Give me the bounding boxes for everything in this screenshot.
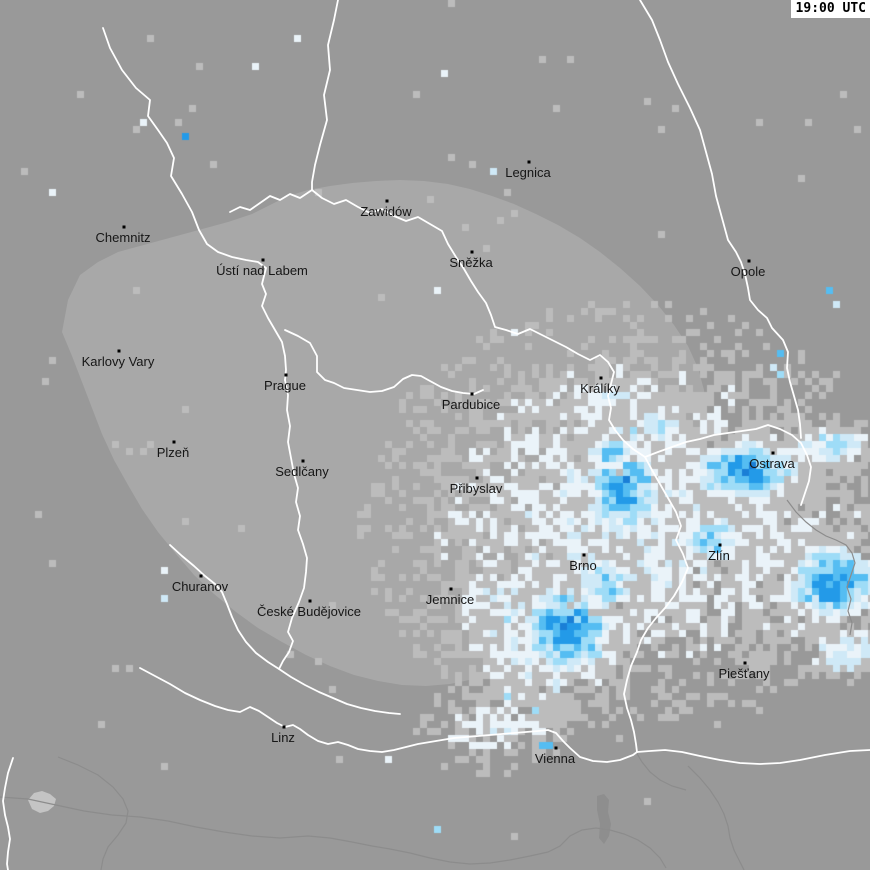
city-dot-piestany — [743, 661, 747, 665]
city-dot-jemnice — [449, 587, 453, 591]
city-dot-plzen — [172, 440, 176, 444]
city-label-zlin: Zlín — [708, 548, 730, 563]
city-dot-linz — [282, 725, 286, 729]
city-dot-sedlcany — [301, 459, 305, 463]
city-label-ceske-budejovice: České Budějovice — [256, 604, 362, 619]
city-dot-usti-nad-labem — [261, 258, 265, 262]
city-label-snezka: Sněžka — [449, 255, 493, 270]
city-dot-ceske-budejovice — [308, 599, 312, 603]
city-dot-legnica — [527, 160, 531, 164]
city-dot-zlin — [718, 543, 722, 547]
city-label-usti-nad-labem: Ústí nad Labem — [216, 263, 308, 278]
city-dot-zawidow — [385, 199, 389, 203]
city-dot-snezka — [470, 250, 474, 254]
city-dot-ostrava — [771, 451, 775, 455]
city-dot-brno — [582, 553, 586, 557]
city-label-pribyslav: Přibyslav — [449, 481, 503, 496]
city-dot-vienna — [554, 746, 558, 750]
city-label-pardubice: Pardubice — [441, 397, 501, 412]
city-label-zawidow: Zawidów — [360, 204, 412, 219]
timestamp-badge: 19:00 UTC — [790, 0, 870, 18]
city-dot-churanov — [199, 574, 203, 578]
city-label-vienna: Vienna — [534, 751, 576, 766]
city-label-piestany: Piešťany — [718, 666, 770, 681]
city-label-karlovy-vary: Karlovy Vary — [81, 354, 155, 369]
city-label-chemnitz: Chemnitz — [95, 230, 151, 245]
city-label-churanov: Churanov — [171, 579, 229, 594]
city-label-brno: Brno — [569, 558, 597, 573]
city-dot-kraliky — [599, 376, 603, 380]
city-label-linz: Linz — [271, 730, 295, 745]
city-dot-karlovy-vary — [117, 349, 121, 353]
city-dot-chemnitz — [122, 225, 126, 229]
city-label-sedlcany: Sedlčany — [275, 464, 329, 479]
city-dot-opole — [747, 259, 751, 263]
city-label-prague: Prague — [264, 378, 306, 393]
city-label-ostrava: Ostrava — [749, 456, 795, 471]
city-label-plzen: Plzeň — [156, 445, 190, 460]
city-dot-pribyslav — [475, 476, 479, 480]
city-dot-pardubice — [470, 392, 474, 396]
city-label-jemnice: Jemnice — [425, 592, 475, 607]
city-label-kraliky: Králíky — [580, 381, 620, 396]
city-dot-prague — [284, 373, 288, 377]
city-label-legnica: Legnica — [505, 165, 551, 180]
city-label-opole: Opole — [730, 264, 766, 279]
